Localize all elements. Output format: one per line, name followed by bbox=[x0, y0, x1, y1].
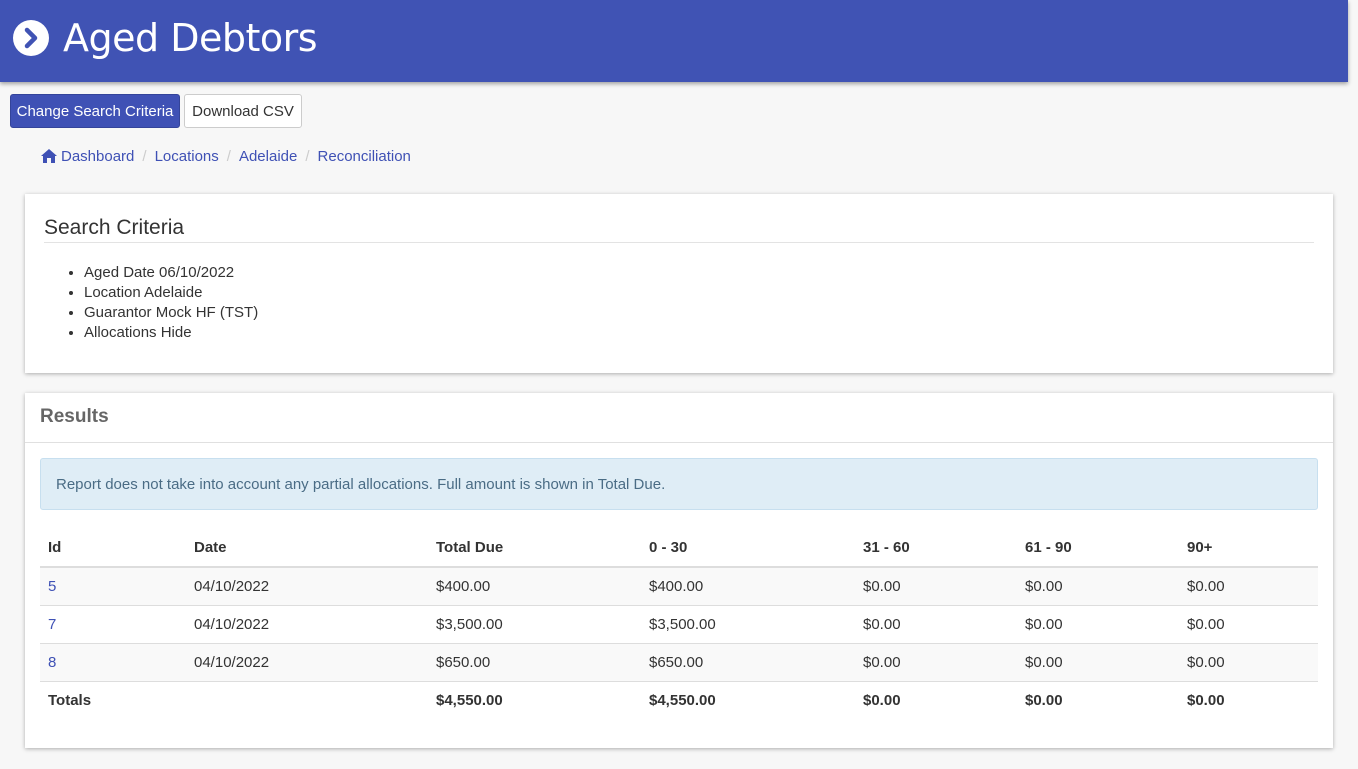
row-0-30: $650.00 bbox=[649, 654, 704, 671]
table-row: 7 04/10/2022 $3,500.00 $3,500.00 $0.00 $… bbox=[40, 605, 1318, 644]
breadcrumb: Dashboard / Locations / Adelaide / Recon… bbox=[41, 146, 411, 166]
search-criteria-heading: Search Criteria bbox=[44, 216, 185, 239]
search-criteria-list: Aged Date 06/10/2022 Location Adelaide G… bbox=[44, 263, 258, 343]
column-header-date[interactable]: Date bbox=[186, 528, 428, 568]
criteria-location: Location Adelaide bbox=[84, 283, 258, 303]
row-date: 04/10/2022 bbox=[194, 578, 270, 595]
totals-61-90: $0.00 bbox=[1017, 681, 1179, 719]
row-date: 04/10/2022 bbox=[194, 616, 270, 633]
table-row: 8 04/10/2022 $650.00 $650.00 $0.00 $0.00… bbox=[40, 643, 1318, 682]
row-61-90: $0.00 bbox=[1025, 616, 1063, 633]
row-31-60: $0.00 bbox=[863, 578, 901, 595]
totals-date bbox=[186, 681, 428, 719]
results-panel: Results Report does not take into accoun… bbox=[25, 393, 1333, 748]
home-icon[interactable] bbox=[41, 149, 57, 163]
divider bbox=[25, 442, 1333, 443]
totals-90-plus: $0.00 bbox=[1179, 681, 1318, 719]
criteria-guarantor: Guarantor Mock HF (TST) bbox=[84, 303, 258, 323]
column-header-31-60[interactable]: 31 - 60 bbox=[855, 528, 1017, 568]
row-total-due: $650.00 bbox=[436, 654, 491, 671]
breadcrumb-adelaide[interactable]: Adelaide bbox=[238, 147, 298, 165]
criteria-allocations: Allocations Hide bbox=[84, 323, 258, 343]
row-0-30: $3,500.00 bbox=[649, 616, 716, 633]
row-date: 04/10/2022 bbox=[194, 654, 270, 671]
column-header-0-30[interactable]: 0 - 30 bbox=[641, 528, 855, 568]
breadcrumb-separator: / bbox=[226, 147, 231, 165]
row-id-link[interactable]: 8 bbox=[48, 654, 57, 671]
totals-total-due: $4,550.00 bbox=[428, 681, 641, 719]
row-90-plus: $0.00 bbox=[1187, 654, 1225, 671]
page-title: Aged Debtors bbox=[63, 16, 318, 60]
results-heading: Results bbox=[40, 406, 109, 427]
search-criteria-panel: Search Criteria Aged Date 06/10/2022 Loc… bbox=[25, 194, 1333, 373]
results-table: Id Date Total Due 0 - 30 31 - 60 61 - 90… bbox=[40, 528, 1318, 719]
app-header: Aged Debtors bbox=[0, 0, 1348, 82]
row-total-due: $400.00 bbox=[436, 578, 491, 595]
row-31-60: $0.00 bbox=[863, 654, 901, 671]
column-header-id[interactable]: Id bbox=[40, 528, 186, 568]
totals-row: Totals $4,550.00 $4,550.00 $0.00 $0.00 $… bbox=[40, 681, 1318, 719]
column-header-total-due[interactable]: Total Due bbox=[428, 528, 641, 568]
row-61-90: $0.00 bbox=[1025, 654, 1063, 671]
row-90-plus: $0.00 bbox=[1187, 578, 1225, 595]
row-61-90: $0.00 bbox=[1025, 578, 1063, 595]
column-header-90-plus[interactable]: 90+ bbox=[1179, 528, 1318, 568]
row-31-60: $0.00 bbox=[863, 616, 901, 633]
totals-label: Totals bbox=[40, 681, 186, 719]
breadcrumb-separator: / bbox=[142, 147, 147, 165]
download-csv-button[interactable]: Download CSV bbox=[184, 94, 302, 128]
row-id-link[interactable]: 5 bbox=[48, 578, 57, 595]
criteria-aged-date: Aged Date 06/10/2022 bbox=[84, 263, 258, 283]
info-alert: Report does not take into account any pa… bbox=[40, 458, 1318, 510]
divider bbox=[44, 242, 1314, 243]
chevron-circle-right-icon[interactable] bbox=[13, 20, 49, 56]
breadcrumb-reconciliation[interactable]: Reconciliation bbox=[317, 147, 411, 165]
totals-0-30: $4,550.00 bbox=[641, 681, 855, 719]
row-id-link[interactable]: 7 bbox=[48, 616, 57, 633]
table-row: 5 04/10/2022 $400.00 $400.00 $0.00 $0.00… bbox=[40, 567, 1318, 606]
row-0-30: $400.00 bbox=[649, 578, 704, 595]
breadcrumb-separator: / bbox=[305, 147, 310, 165]
breadcrumb-dashboard[interactable]: Dashboard bbox=[61, 147, 135, 165]
totals-31-60: $0.00 bbox=[855, 681, 1017, 719]
table-header-row: Id Date Total Due 0 - 30 31 - 60 61 - 90… bbox=[40, 528, 1318, 568]
column-header-61-90[interactable]: 61 - 90 bbox=[1017, 528, 1179, 568]
breadcrumb-locations[interactable]: Locations bbox=[154, 147, 219, 165]
row-total-due: $3,500.00 bbox=[436, 616, 503, 633]
row-90-plus: $0.00 bbox=[1187, 616, 1225, 633]
change-search-criteria-button[interactable]: Change Search Criteria bbox=[10, 94, 180, 128]
